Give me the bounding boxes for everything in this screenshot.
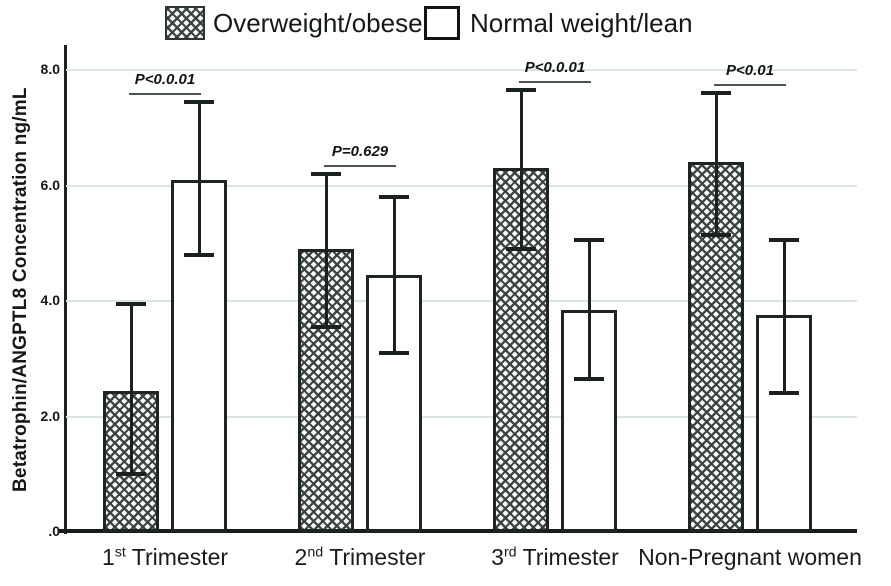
y-axis-title: Betatrophin/ANGPTL8 Concentration ng/mL [10, 87, 31, 492]
y-tick-label-4.0: 4.0 [40, 292, 60, 308]
legend-item-overweight: Overweight/obese [165, 6, 423, 40]
gridline-2.0 [66, 415, 857, 418]
gridline-8.0 [66, 69, 857, 71]
legend-label-normal: Normal weight/lean [470, 7, 693, 38]
error-bar-non-pregnant-women [714, 93, 718, 235]
error-cap-bottom-2nd-trimester [311, 324, 341, 329]
legend-swatch-plain [424, 6, 460, 40]
y-tick-label-6.0: 6.0 [40, 176, 60, 193]
gridline-6.0 [66, 184, 857, 187]
legend-item-normal: Normal weight/lean [424, 6, 693, 40]
x-label-1st-trimester: 1st Trimester [101, 544, 229, 570]
error-cap-top-1st-trimester [184, 99, 214, 104]
error-cap-top-3rd-trimester [506, 88, 536, 93]
error-cap-bottom-3rd-trimester [574, 376, 604, 381]
p-value-label-2nd-trimester: P=0.629 [331, 142, 389, 160]
error-cap-top-2nd-trimester [379, 195, 409, 200]
y-tick-label-8.0: 8.0 [40, 61, 60, 77]
p-value-line-1st-trimester [129, 92, 201, 95]
error-bar-1st-trimester [129, 303, 133, 475]
x-axis-line [59, 529, 857, 533]
x-label-non-pregnant-women: Non-Pregnant women [638, 544, 862, 570]
legend-label-overweight: Overweight/obese [213, 7, 423, 38]
error-bar-3rd-trimester [587, 240, 591, 379]
error-cap-bottom-3rd-trimester [506, 247, 536, 252]
p-value-line-2nd-trimester [324, 164, 396, 167]
error-cap-top-non-pregnant-women [701, 91, 731, 96]
error-cap-bottom-1st-trimester [116, 472, 146, 477]
error-bar-2nd-trimester [324, 173, 328, 327]
p-value-label-1st-trimester: P<0.0.01 [134, 70, 196, 88]
error-cap-bottom-non-pregnant-women [769, 391, 799, 396]
x-label-2nd-trimester: 2nd Trimester [294, 544, 426, 570]
plot-area: P<0.0.01 P=0.629 P<0.0.01 P<0.01 [66, 45, 857, 532]
error-cap-top-non-pregnant-women [769, 238, 799, 243]
error-cap-bottom-non-pregnant-women [701, 232, 731, 237]
p-value-line-non-pregnant-women [714, 84, 786, 87]
gridline-4.0 [66, 300, 857, 302]
p-value-line-3rd-trimester [519, 81, 591, 84]
y-tick-label-.0: .0 [48, 523, 60, 539]
y-axis-line [64, 45, 67, 534]
error-bar-non-pregnant-women [782, 240, 786, 394]
error-bar-3rd-trimester [519, 90, 523, 250]
error-bar-1st-trimester [197, 101, 201, 255]
y-tick-label-2.0: 2.0 [40, 407, 60, 424]
x-label-3rd-trimester: 3rd Trimester [491, 544, 619, 570]
p-value-label-3rd-trimester: P<0.0.01 [524, 59, 586, 77]
error-cap-bottom-1st-trimester [184, 252, 214, 257]
error-cap-top-2nd-trimester [311, 171, 341, 176]
error-cap-top-1st-trimester [116, 301, 146, 306]
legend-swatch-crosshatch [165, 6, 205, 40]
p-value-label-non-pregnant-women: P<0.01 [726, 62, 774, 80]
error-bar-2nd-trimester [392, 197, 396, 353]
error-cap-bottom-2nd-trimester [379, 350, 409, 355]
error-cap-top-3rd-trimester [574, 238, 604, 243]
bar-normal-2nd-trimester [366, 275, 422, 532]
